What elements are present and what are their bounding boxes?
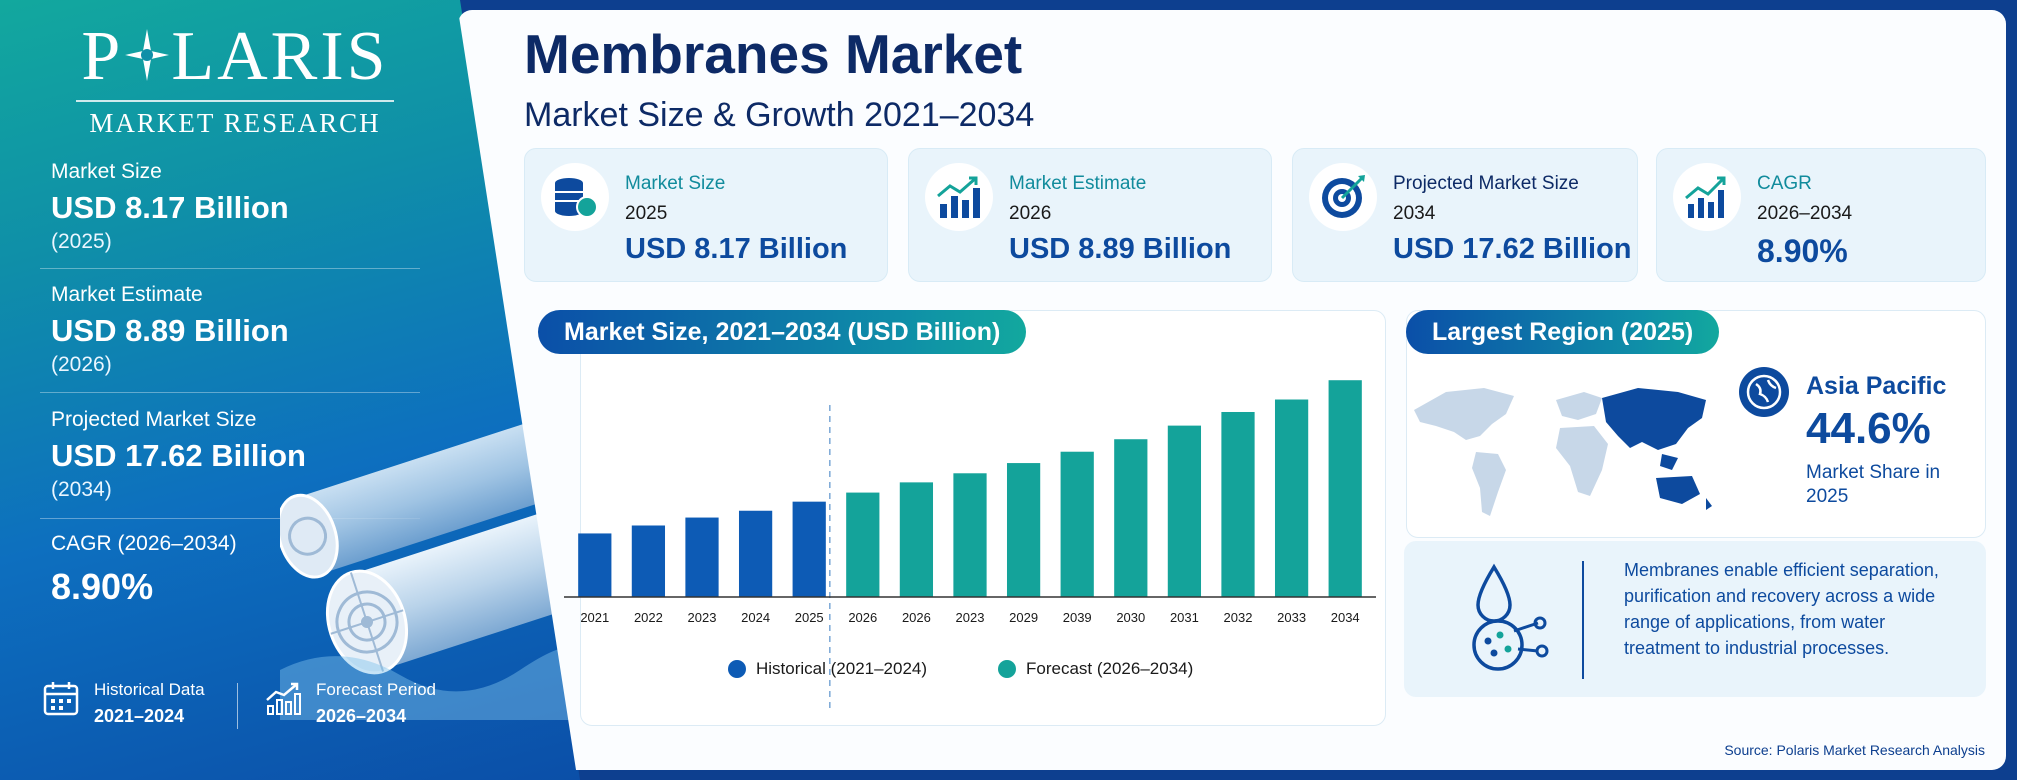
legend-forecast: Forecast (2026–2034) (998, 659, 1193, 679)
bar-forecast-12 (1221, 411, 1255, 597)
left-stat-cagr: CAGR (2026–2034) 8.90% (51, 532, 237, 607)
info-text: Membranes enable efficient separation, p… (1624, 560, 1939, 658)
kpi-card-market-estimate: Market Estimate 2026 USD 8.89 Billion (908, 148, 1272, 282)
page-subtitle: Market Size & Growth 2021–2034 (524, 96, 1035, 134)
bar-forecast-5 (846, 492, 880, 597)
info-box: Membranes enable efficient separation, p… (1404, 541, 1986, 697)
calendar-icon (43, 682, 79, 716)
brand-logo: P LARIS MARKET RESEARCH (70, 22, 400, 139)
left-stat-market-estimate: Market Estimate USD 8.89 Billion (2026) (51, 283, 289, 376)
bar-historical-4 (792, 501, 826, 597)
footer-historical: Historical Data 2021–2024 (42, 680, 205, 727)
bar-growth-icon (937, 176, 980, 218)
x-tick-label-12: 2032 (1224, 610, 1253, 625)
source-note: Source: Polaris Market Research Analysis (1724, 742, 1985, 758)
x-tick-label-4: 2025 (795, 610, 824, 625)
x-tick-label-11: 2031 (1170, 610, 1199, 625)
bar-historical-2 (685, 517, 719, 597)
x-tick-label-6: 2026 (902, 610, 931, 625)
brand-name: P LARIS (81, 18, 389, 95)
bar-forecast-8 (1006, 463, 1041, 597)
x-tick-label-1: 2022 (634, 610, 663, 625)
growth-chart-icon (266, 682, 301, 715)
bar-forecast-11 (1167, 425, 1202, 597)
trend-up-icon (1685, 176, 1726, 218)
bar-forecast-10 (1114, 439, 1148, 597)
bar-historical-0 (578, 533, 612, 597)
left-stat-market-size: Market Size USD 8.17 Billion (2025) (51, 160, 289, 253)
world-map (1414, 388, 1712, 516)
region-share: 44.6% (1806, 404, 1931, 453)
x-tick-label-14: 2034 (1331, 610, 1360, 625)
x-tick-label-10: 2030 (1116, 610, 1145, 625)
bar-forecast-9 (1060, 451, 1094, 597)
globe-icon (1739, 367, 1789, 417)
bar-forecast-7 (953, 473, 987, 597)
coins-stack-icon (555, 178, 598, 218)
bar-historical-3 (738, 510, 773, 597)
x-tick-label-3: 2024 (741, 610, 770, 625)
x-tick-label-2: 2023 (688, 610, 717, 625)
x-tick-label-9: 2039 (1063, 610, 1092, 625)
target-icon (1322, 175, 1365, 218)
kpi-card-projected-size: Projected Market Size 2034 USD 17.62 Bil… (1292, 148, 1638, 282)
x-tick-label-7: 2023 (956, 610, 985, 625)
kpi-card-cagr: CAGR 2026–2034 8.90% (1656, 148, 1986, 282)
left-stat-projected-size: Projected Market Size USD 17.62 Billion … (51, 408, 306, 501)
bar-forecast-14 (1328, 380, 1362, 597)
footer-forecast: Forecast Period 2026–2034 (264, 680, 436, 727)
region-share-caption: Market Share in 2025 (1806, 462, 1941, 507)
compass-star-icon (125, 29, 170, 81)
brand-subtitle: MARKET RESEARCH (89, 108, 381, 138)
region-name: Asia Pacific (1806, 372, 1947, 400)
legend-historical: Historical (2021–2024) (728, 659, 927, 679)
page-title: Membranes Market (524, 23, 1023, 85)
bar-historical-1 (631, 525, 666, 597)
legend-historical-swatch (728, 660, 746, 678)
water-drop-icon (1472, 563, 1549, 671)
chart-title: Market Size, 2021–2034 (USD Billion) (538, 310, 1027, 354)
bar-forecast-6 (899, 482, 934, 597)
region-title: Largest Region (2025) (1406, 310, 1720, 354)
x-tick-label-0: 2021 (580, 610, 609, 625)
membrane-cartridge-illustration (280, 421, 580, 720)
bar-forecast-13 (1274, 399, 1309, 597)
x-tick-label-8: 2029 (1009, 610, 1038, 625)
kpi-card-market-size: Market Size 2025 USD 8.17 Billion (524, 148, 888, 282)
x-tick-label-13: 2033 (1277, 610, 1306, 625)
x-tick-label-5: 2026 (848, 610, 877, 625)
legend-forecast-swatch (998, 660, 1016, 678)
